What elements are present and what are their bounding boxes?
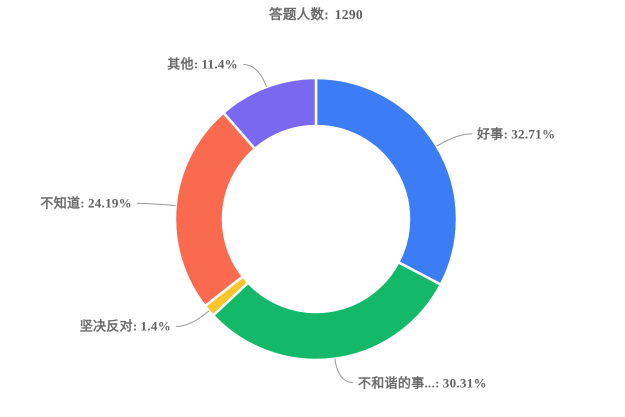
label-line-3 <box>175 310 210 327</box>
chart-title-label: 答题人数: <box>269 7 330 22</box>
chart-title-value: 1290 <box>334 7 363 22</box>
donut-slice-2[interactable] <box>211 261 443 362</box>
donut-slice-5[interactable] <box>222 76 318 151</box>
label-line-4 <box>136 202 176 207</box>
donut-slice-1[interactable] <box>314 76 459 286</box>
donut-slice-4[interactable] <box>173 111 257 308</box>
label-line-5 <box>243 63 268 88</box>
label-line-2 <box>334 358 354 384</box>
chart-title: 答题人数: 1290 <box>269 3 363 23</box>
label-line-1 <box>436 133 473 147</box>
